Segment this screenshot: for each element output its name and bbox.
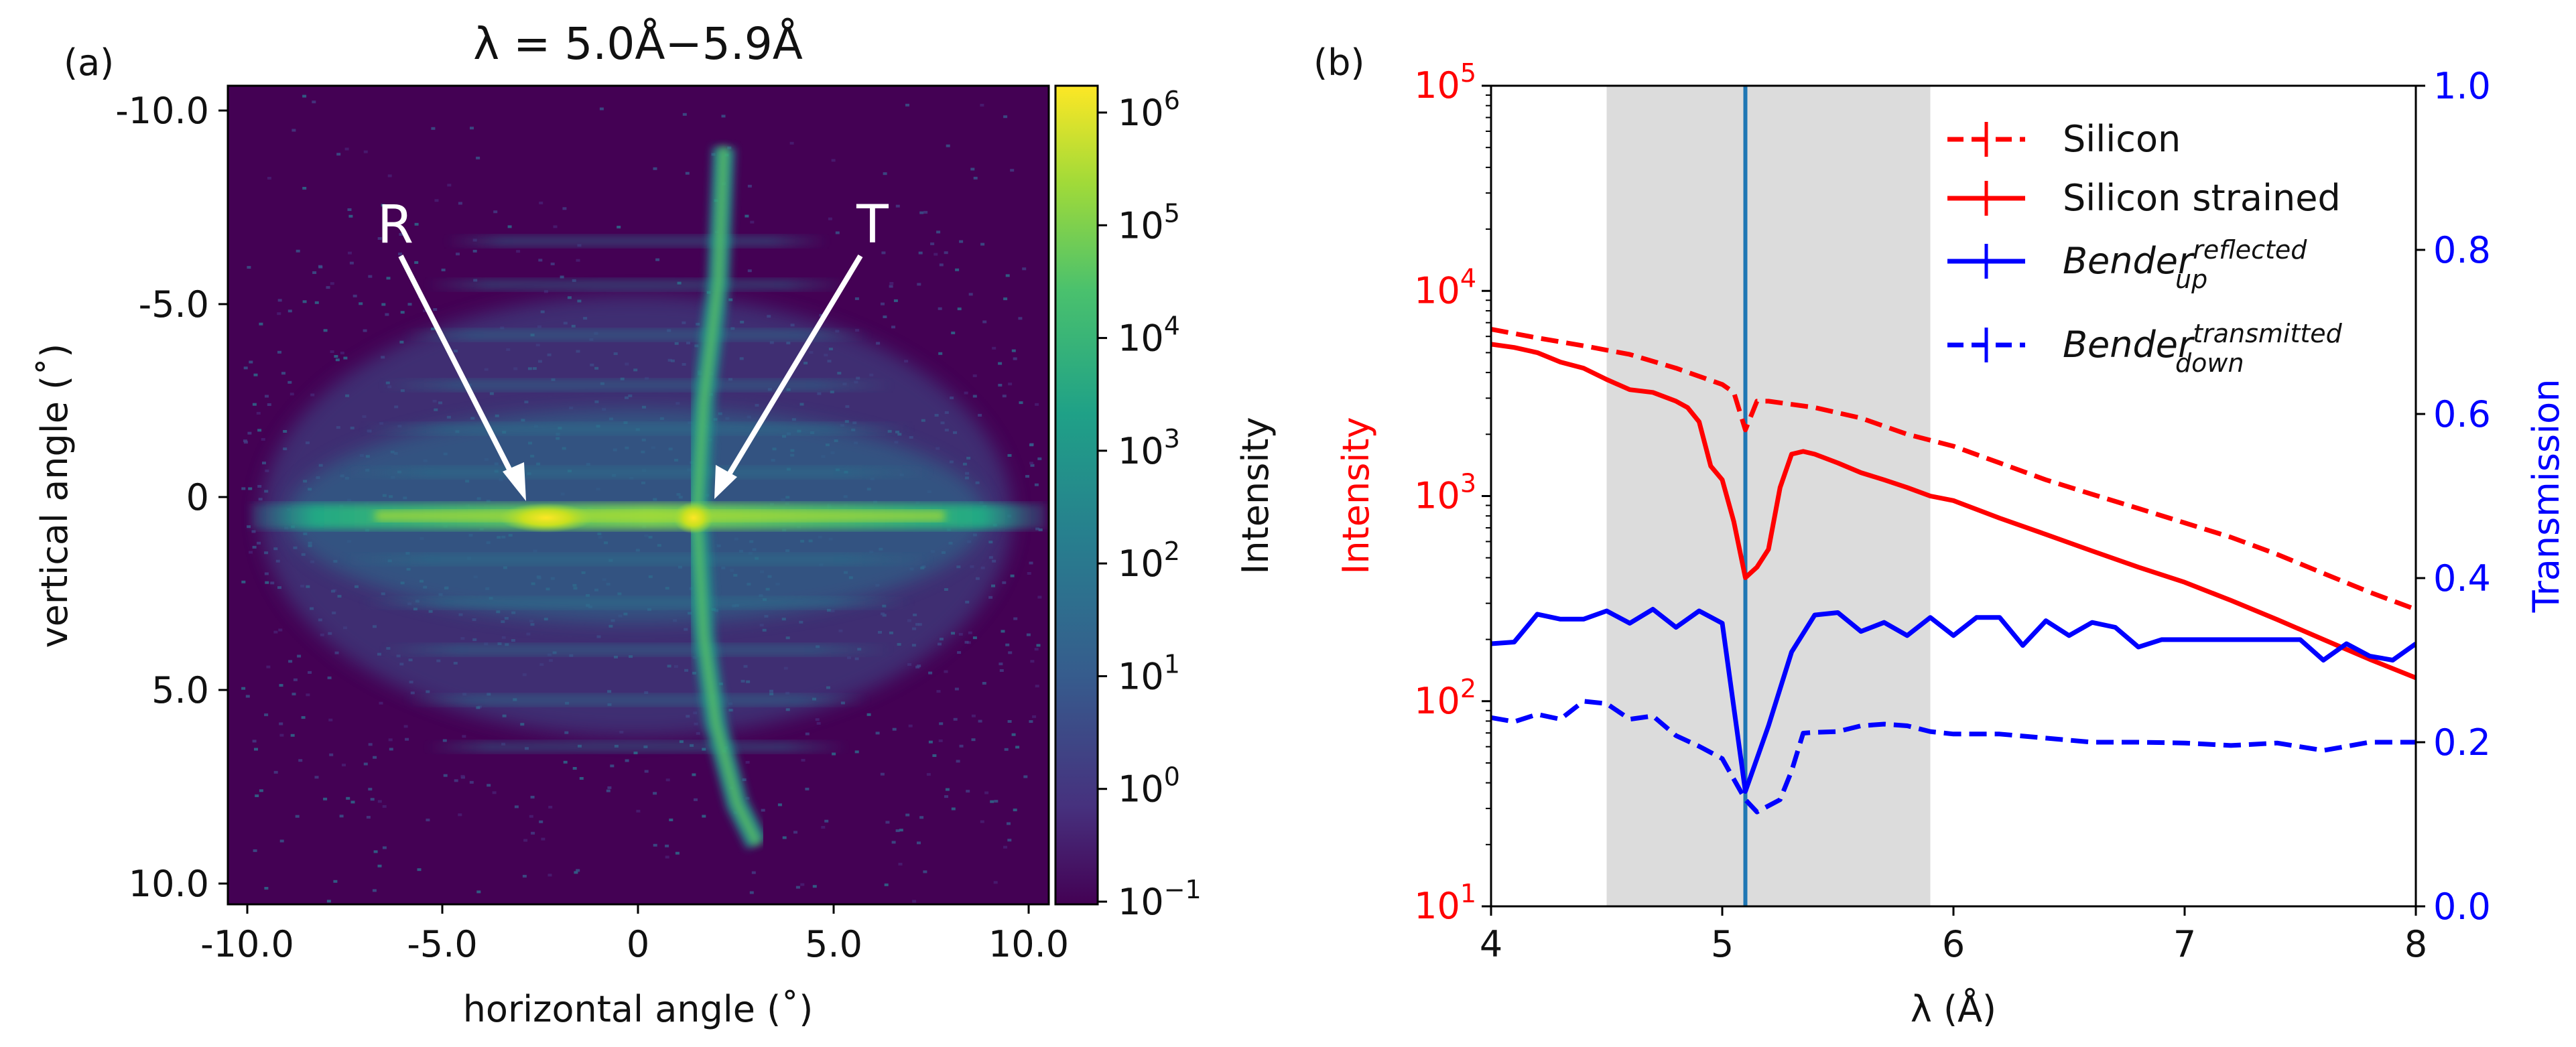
diffraction-band: [341, 553, 932, 565]
x-axis-label: horizontal angle (˚): [463, 988, 814, 1030]
panel-b-linechart: (b) 4 5 6 7 8 105 104 103 102 101 1.0 0.8 0.6 0.4 0.2 0…: [1313, 42, 2567, 1030]
series-bender-reflected: [1491, 607, 2416, 794]
colorbar-tick-label: 104: [1118, 311, 1180, 360]
right-tick-label: 0.6: [2433, 393, 2491, 435]
series-bender-transmitted: [1491, 699, 2416, 815]
x-tick-label: 7: [2173, 923, 2196, 965]
panel-a-title: λ = 5.0Å−5.9Å: [473, 18, 803, 70]
arrow-head-t: [714, 465, 737, 499]
diffraction-band: [361, 423, 913, 435]
colorbar-tick-label: 101: [1118, 649, 1180, 697]
legend-label-silicon: Silicon: [2063, 118, 2181, 160]
legend: Silicon Silicon strained Benderreflected…: [1947, 118, 2343, 378]
right-tick-label: 0.2: [2433, 721, 2491, 764]
legend-label-bender-transmitted: Bendertransmitted down: [2063, 319, 2343, 378]
x-tick-label: 5: [1711, 923, 1734, 965]
diffraction-band: [382, 644, 891, 656]
colorbar-tick-label: 102: [1118, 537, 1180, 585]
y-tick-label: 5.0: [151, 669, 209, 711]
colorbar-tick-label: 100: [1118, 762, 1180, 811]
shaded-region: [1606, 86, 1931, 906]
diffraction-band: [445, 235, 828, 247]
reflected-peak: [499, 503, 593, 533]
x-tick-label: -5.0: [407, 923, 477, 965]
series-silicon: [1491, 327, 2416, 612]
x-tick-label: 5.0: [805, 923, 862, 965]
x-tick-label: 0: [627, 923, 649, 965]
left-tick-label: 103: [1414, 469, 1476, 517]
diffraction-band: [426, 279, 848, 291]
diffraction-band: [341, 466, 932, 478]
right-axis-label: Transmission: [2525, 379, 2567, 614]
diffraction-band: [380, 379, 893, 391]
heatmap-image: [228, 86, 1049, 904]
diffraction-band: [403, 329, 871, 341]
colorbar-label: Intensity: [1234, 417, 1277, 574]
x-tick-label: -10.0: [200, 923, 294, 965]
colorbar-tick-label: 106: [1118, 86, 1180, 134]
left-tick-label: 102: [1414, 674, 1476, 722]
x-tick-label: 4: [1480, 923, 1502, 965]
annotation-t-label: T: [856, 195, 889, 255]
left-tick-label: 104: [1414, 263, 1476, 311]
right-tick-label: 1.0: [2433, 65, 2491, 107]
y-axis-label: vertical angle (˚): [34, 344, 76, 648]
x-axis-label: λ (Å): [1911, 987, 1996, 1030]
panel-a-label: (a): [64, 42, 114, 84]
y-tick-label: 10.0: [129, 863, 209, 905]
colorbar: 106 105 104 103 102 101 100 10−1 Intensity: [1054, 84, 1277, 923]
annotation-r: R: [377, 195, 526, 501]
x-tick-label: 6: [1942, 923, 1965, 965]
diffraction-band: [361, 597, 913, 609]
colorbar-tick-label: 10−1: [1118, 875, 1202, 923]
panel-a-yaxis: -10.0 -5.0 0 5.0 10.0 vertical angle (˚): [34, 90, 228, 905]
panel-a-heatmap: (a) λ = 5.0Å−5.9Å R T: [34, 18, 1277, 1030]
y-tick-label: 0: [186, 476, 209, 518]
legend-label-bender-reflected: Benderreflected up: [2063, 235, 2307, 294]
right-tick-label: 0.0: [2433, 886, 2491, 928]
series-lines: [1491, 327, 2416, 815]
left-axis-label: Intensity: [1335, 417, 1377, 574]
colorbar-tick-label: 105: [1118, 198, 1180, 247]
horizontal-bands: [341, 235, 932, 753]
annotation-r-label: R: [377, 195, 413, 255]
panel-b-label: (b): [1313, 42, 1364, 84]
y-tick-label: -10.0: [115, 90, 209, 132]
left-tick-label: 105: [1414, 58, 1476, 107]
right-tick-label: 0.8: [2433, 229, 2491, 271]
series-silicon-strained: [1491, 342, 2416, 681]
panel-b-axes: 4 5 6 7 8 105 104 103 102 101 1.0 0.8 0.6 0.4 0.2 0.0: [1414, 58, 2491, 965]
legend-label-silicon-strained: Silicon strained: [2063, 177, 2341, 219]
diffraction-band: [404, 694, 869, 706]
x-tick-label: 10.0: [988, 923, 1069, 965]
colorbar-tick-label: 103: [1118, 424, 1180, 472]
diffraction-band: [426, 741, 848, 753]
left-tick-label: 101: [1414, 879, 1476, 927]
y-tick-label: -5.0: [139, 283, 209, 326]
right-tick-label: 0.4: [2433, 557, 2491, 600]
transmitted-peak: [673, 502, 714, 534]
annotation-t: T: [714, 195, 889, 499]
arrow-head-r: [503, 462, 526, 501]
x-tick-label: 8: [2404, 923, 2427, 965]
panel-a-xaxis: -10.0 -5.0 0 5.0 10.0 horizontal angle (…: [200, 904, 1069, 1030]
